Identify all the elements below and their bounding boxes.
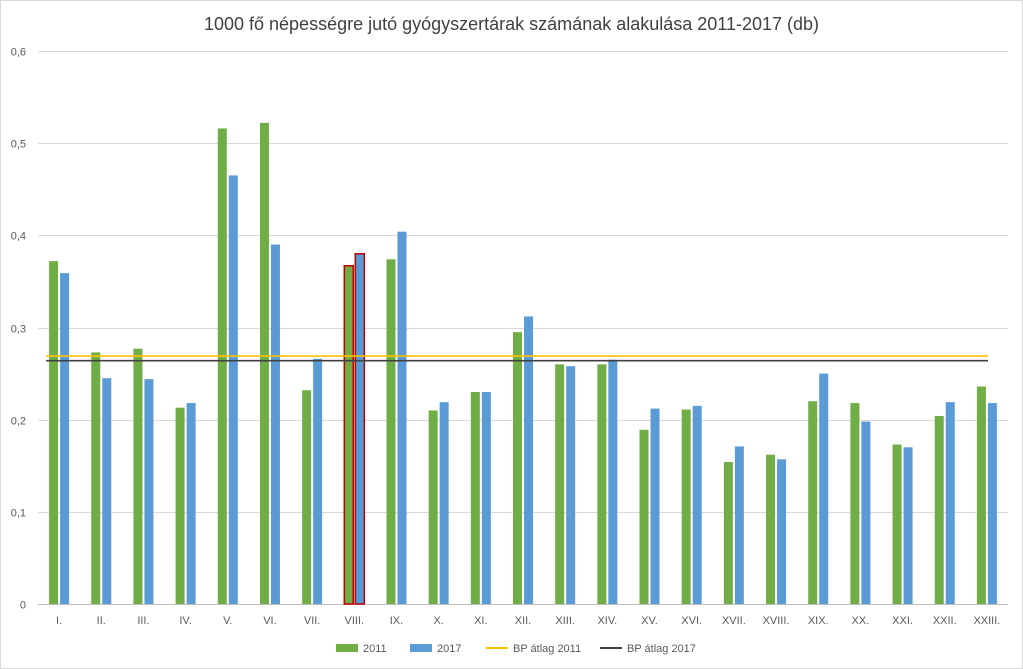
- x-tick-label: XIII.: [555, 615, 575, 627]
- x-tick-label: I.: [56, 615, 62, 627]
- x-tick-label: XI.: [474, 615, 487, 627]
- x-tick-label: XVI.: [681, 615, 702, 627]
- bar-2017: [397, 231, 407, 604]
- x-tick-label: X.: [433, 615, 443, 627]
- bar-2017: [313, 358, 323, 604]
- bar-2017: [903, 447, 913, 604]
- y-tick-label: 0,1: [11, 508, 26, 520]
- x-tick-label: VIII.: [345, 615, 365, 627]
- x-tick-label: XIX.: [808, 615, 829, 627]
- bar-2017: [987, 403, 997, 604]
- bar-2011: [513, 332, 522, 604]
- bar-2017: [144, 379, 154, 604]
- legend-swatch: [336, 644, 358, 652]
- bar-2011: [175, 407, 185, 604]
- legend-label: BP átlag 2011: [513, 643, 581, 655]
- bar-2017: [354, 253, 366, 605]
- x-tick-label: XXIII.: [973, 615, 1000, 627]
- y-tick-label: 0,4: [11, 231, 26, 243]
- bar-2011: [850, 403, 860, 604]
- bar-2011: [470, 392, 480, 604]
- bar-2017: [608, 359, 618, 604]
- legend-label: 2011: [363, 643, 387, 655]
- bar-2017: [524, 316, 533, 604]
- x-tick-label: XVIII.: [763, 615, 790, 627]
- bar-2011: [259, 122, 269, 604]
- bar-2011: [343, 264, 355, 605]
- bar-2011: [766, 454, 776, 604]
- bar-2011: [681, 409, 691, 604]
- bar-2017: [228, 175, 238, 605]
- x-tick-label: IV.: [179, 615, 191, 627]
- x-tick-label: XV.: [641, 615, 658, 627]
- bar-2017: [819, 373, 829, 604]
- x-tick-label: XII.: [515, 615, 532, 627]
- bar-2011: [934, 415, 944, 604]
- legend-swatch: [410, 644, 432, 652]
- x-tick-label: VI.: [263, 615, 276, 627]
- y-tick-label: 0,6: [11, 47, 26, 59]
- bar-2017: [734, 446, 744, 604]
- bar-2017: [439, 402, 449, 604]
- x-tick-label: III.: [137, 615, 149, 627]
- bar-2011: [892, 444, 902, 604]
- legend-label: BP átlag 2017: [627, 643, 696, 655]
- y-tick-label: 0,3: [11, 324, 26, 336]
- bar-2011: [217, 128, 227, 605]
- bar-2017: [692, 405, 702, 604]
- x-tick-label: II.: [97, 615, 106, 627]
- x-tick-label: XVII.: [722, 615, 746, 627]
- bar-2017: [102, 378, 112, 604]
- bar-2011: [133, 348, 143, 604]
- x-tick-label: XXII.: [933, 615, 957, 627]
- bar-2011: [302, 390, 312, 604]
- x-tick-label: VII.: [304, 615, 321, 627]
- x-tick-label: IX.: [390, 615, 403, 627]
- y-tick-label: 0,2: [11, 416, 26, 428]
- bar-2017: [945, 402, 955, 604]
- bar-2017: [861, 421, 871, 604]
- bar-2011: [723, 462, 733, 604]
- bar-2017: [270, 244, 280, 605]
- bar-2011: [91, 352, 101, 604]
- bar-2011: [386, 259, 396, 604]
- bar-2017: [186, 403, 196, 604]
- bar-2011: [49, 261, 59, 604]
- bar-2017: [566, 366, 576, 604]
- bar-2011: [555, 364, 565, 604]
- bar-2017: [650, 408, 660, 604]
- x-tick-label: XIV.: [597, 615, 617, 627]
- y-tick-label: 0: [20, 600, 26, 612]
- bar-2017: [481, 392, 491, 604]
- bar-2017: [60, 273, 70, 604]
- bar-2011: [976, 386, 986, 604]
- bar-2017: [777, 459, 787, 604]
- y-tick-label: 0,5: [11, 139, 26, 151]
- bar-2011: [808, 401, 818, 604]
- x-tick-label: XXI.: [892, 615, 913, 627]
- bar-2011: [428, 410, 438, 604]
- bar-2011: [597, 364, 607, 604]
- legend-label: 2017: [437, 643, 461, 655]
- x-tick-label: V.: [223, 615, 232, 627]
- chart-title: 1000 fő népességre jutó gyógyszertárak s…: [203, 14, 820, 34]
- x-tick-label: XX.: [852, 615, 870, 627]
- bar-2011: [639, 429, 649, 604]
